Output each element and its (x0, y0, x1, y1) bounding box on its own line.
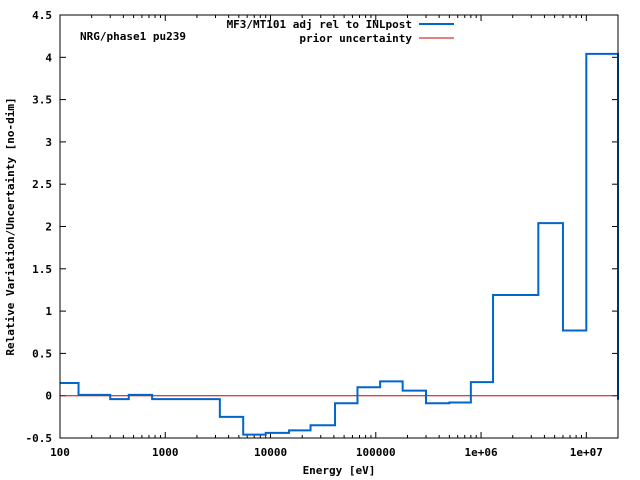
x-tick-label: 1000 (152, 446, 179, 459)
y-tick-label: 0 (45, 390, 52, 403)
step-line (60, 52, 619, 436)
y-tick-label: 3.5 (32, 94, 52, 107)
y-tick-label: 4.5 (32, 9, 52, 22)
x-tick-label: 1e+06 (464, 446, 497, 459)
x-tick-label: 100000 (356, 446, 396, 459)
y-tick-label: 2 (45, 221, 52, 234)
annotation: NRG/phase1 pu239 (80, 30, 186, 43)
tick-labels: -0.5 0 0.5 1 1.5 2 2.5 3 3.5 4 4.5 100 1000 10000 1000… (26, 9, 603, 459)
legend-label-adj: MF3/MT101 adj rel to INLpost (227, 18, 412, 31)
x-tick-label: 100 (50, 446, 70, 459)
y-tick-label: 1.5 (32, 263, 52, 276)
y-tick-label: 1 (45, 305, 52, 318)
y-tick-label: 0.5 (32, 347, 52, 360)
legend: MF3/MT101 adj rel to INLpost prior uncer… (227, 18, 454, 45)
series-adj-rel (60, 52, 619, 436)
x-tick-label: 10000 (254, 446, 287, 459)
x-axis-label: Energy [eV] (303, 464, 376, 477)
legend-label-prior: prior uncertainty (299, 32, 412, 45)
y-tick-label: 2.5 (32, 178, 52, 191)
y-tick-label: 3 (45, 136, 52, 149)
plot-frame (59, 14, 619, 439)
x-tick-label: 1e+07 (570, 446, 603, 459)
y-tick-label: 4 (45, 51, 52, 64)
y-tick-label: -0.5 (26, 432, 53, 445)
tick-marks (59, 14, 618, 439)
y-axis-label: Relative Variation/Uncertainty [no-dim] (4, 97, 17, 355)
